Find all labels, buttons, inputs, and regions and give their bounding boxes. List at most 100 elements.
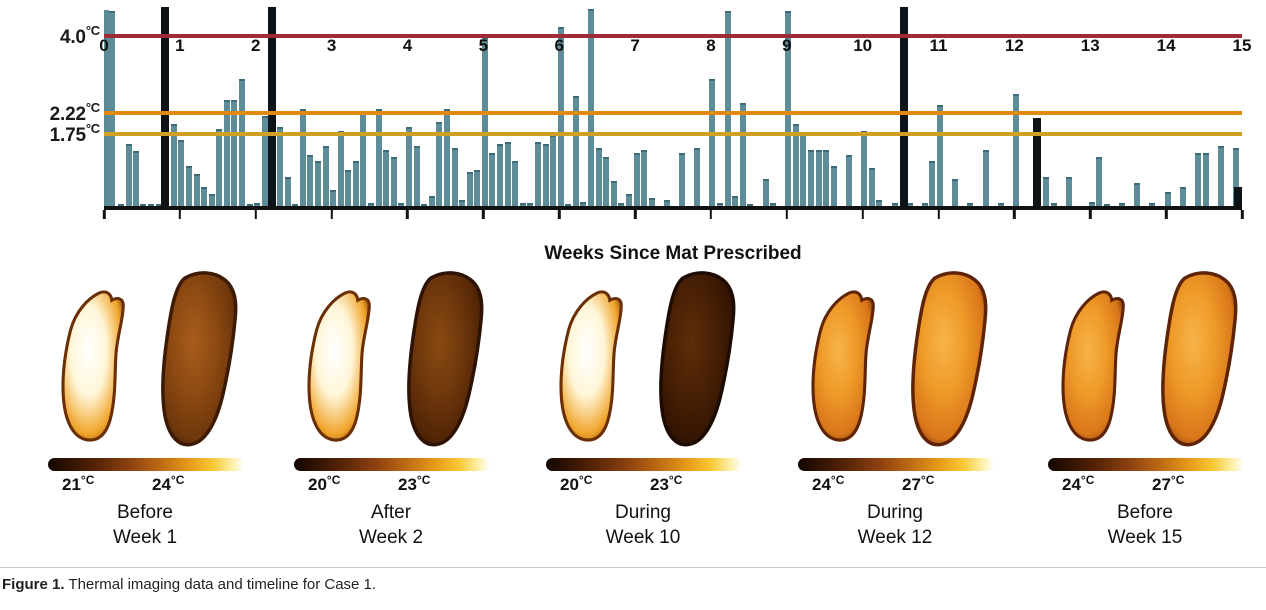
- bar: [277, 126, 283, 207]
- bar: [906, 202, 913, 207]
- bar: [170, 123, 177, 207]
- bar: [223, 100, 230, 207]
- thermal-foot-right: [648, 268, 748, 450]
- bar: [428, 196, 435, 207]
- event-week-0-8: [160, 7, 169, 207]
- thermal-foot-pair: [1022, 268, 1266, 450]
- bar: [580, 201, 587, 207]
- thermal-foot-left: [1052, 288, 1140, 448]
- bar: [868, 167, 875, 207]
- x-tick: [406, 210, 409, 219]
- panel-caption: Before Week 15: [1022, 500, 1266, 550]
- colorbar-max-label-unit: °C: [668, 473, 683, 487]
- colorbar-max-label-unit: °C: [170, 473, 185, 487]
- colorbar-max-label: 24°C: [152, 473, 184, 495]
- colorbar-ticks: 20°C 23°C: [294, 473, 490, 497]
- bar: [1103, 203, 1110, 207]
- y-axis-label-value: 2.22: [49, 104, 86, 126]
- x-axis-title: Weeks Since Mat Prescribed: [544, 243, 802, 264]
- bar: [132, 151, 139, 207]
- bar: [208, 193, 215, 207]
- colorbar-max-label-value: 27: [1152, 475, 1171, 494]
- colorbar-ticks: 21 °C 24°C: [48, 473, 244, 497]
- colorbar-max-label-value: 23: [650, 475, 669, 494]
- x-tick-label: 6: [554, 36, 564, 55]
- bar: [550, 135, 557, 207]
- panel-week-2: 20°C 23°C After Week 2: [268, 268, 514, 558]
- bar: [193, 174, 200, 207]
- panel-week: Week 12: [857, 527, 933, 548]
- x-tick: [102, 210, 106, 219]
- colorbar-min-label: 24°C: [1062, 473, 1094, 495]
- bar: [239, 78, 246, 207]
- colorbar-max-label-value: 23: [398, 475, 417, 494]
- panel-week: Week 2: [358, 527, 424, 548]
- y-axis-label-unit: °C: [85, 120, 100, 136]
- bar: [861, 130, 868, 207]
- thermal-foot-right: [150, 268, 250, 450]
- bar: [808, 150, 815, 207]
- bar: [1134, 183, 1141, 207]
- x-tick: [557, 210, 561, 219]
- bar: [610, 180, 617, 207]
- colorbar-min-label: 20°C: [308, 473, 340, 495]
- bar: [489, 152, 496, 207]
- colorbar-min-label-unit: °C: [1080, 473, 1095, 487]
- panel-week-1: 21 °C 24°C Before Week 1: [22, 268, 268, 558]
- x-tick: [1013, 210, 1016, 219]
- panel-week-10: 20°C 23°C During Week 10: [520, 268, 766, 558]
- bar: [527, 202, 534, 207]
- bar: [770, 202, 777, 207]
- y-axis-label-1-75: 1.75°C: [0, 120, 101, 147]
- x-tick: [861, 210, 864, 219]
- bar: [360, 111, 367, 207]
- colorbar-max-label: 27°C: [902, 473, 934, 495]
- bar: [1232, 148, 1239, 207]
- bar: [330, 189, 337, 207]
- colorbar-min-label-value: 21: [62, 475, 81, 494]
- x-tick-label: 7: [630, 36, 640, 55]
- bar: [216, 128, 223, 207]
- panel-week: Week 1: [112, 527, 178, 548]
- bar: [201, 187, 208, 207]
- figure-caption: Figure 1. Thermal imaging data and timel…: [2, 576, 376, 593]
- bar: [663, 200, 670, 207]
- bar: [952, 178, 959, 207]
- bar: [921, 202, 928, 207]
- x-tick-label: 0: [99, 36, 109, 55]
- bar: [830, 165, 837, 207]
- panel-caption: During Week 10: [520, 500, 766, 550]
- x-tick: [1164, 210, 1168, 219]
- bar: [648, 198, 655, 207]
- panel-week-12: 24°C 27°C During Week 12: [772, 268, 1018, 558]
- bar: [565, 203, 572, 207]
- bar: [625, 193, 632, 207]
- bar: [876, 200, 883, 207]
- bar: [185, 165, 192, 207]
- x-tick: [937, 210, 940, 219]
- x-tick: [1240, 210, 1244, 219]
- panel-week: Week 10: [605, 527, 681, 548]
- bar: [140, 204, 147, 207]
- thermal-foot-pair: [268, 268, 514, 450]
- panel-timing: After: [370, 502, 412, 523]
- bar: [709, 78, 716, 207]
- colorbar-ticks: 24°C 27°C: [798, 473, 994, 497]
- bar: [603, 157, 610, 207]
- x-tick-label: 10: [853, 36, 873, 55]
- colorbar-min-label-value: 20: [308, 475, 327, 494]
- panel-timing: Before: [117, 502, 173, 523]
- bar: [739, 102, 746, 207]
- bar: [436, 122, 443, 207]
- bar: [108, 11, 115, 207]
- bar: [466, 172, 473, 207]
- colorbar-max-label: 23°C: [650, 473, 682, 495]
- bar: [368, 202, 375, 207]
- x-tick-label: 11: [929, 36, 948, 55]
- bar: [1149, 202, 1156, 207]
- thermal-foot-left: [550, 288, 638, 448]
- bar: [519, 202, 526, 207]
- x-tick: [785, 210, 789, 219]
- bar: [618, 202, 625, 207]
- colorbar-min-label-unit: °C: [578, 473, 593, 487]
